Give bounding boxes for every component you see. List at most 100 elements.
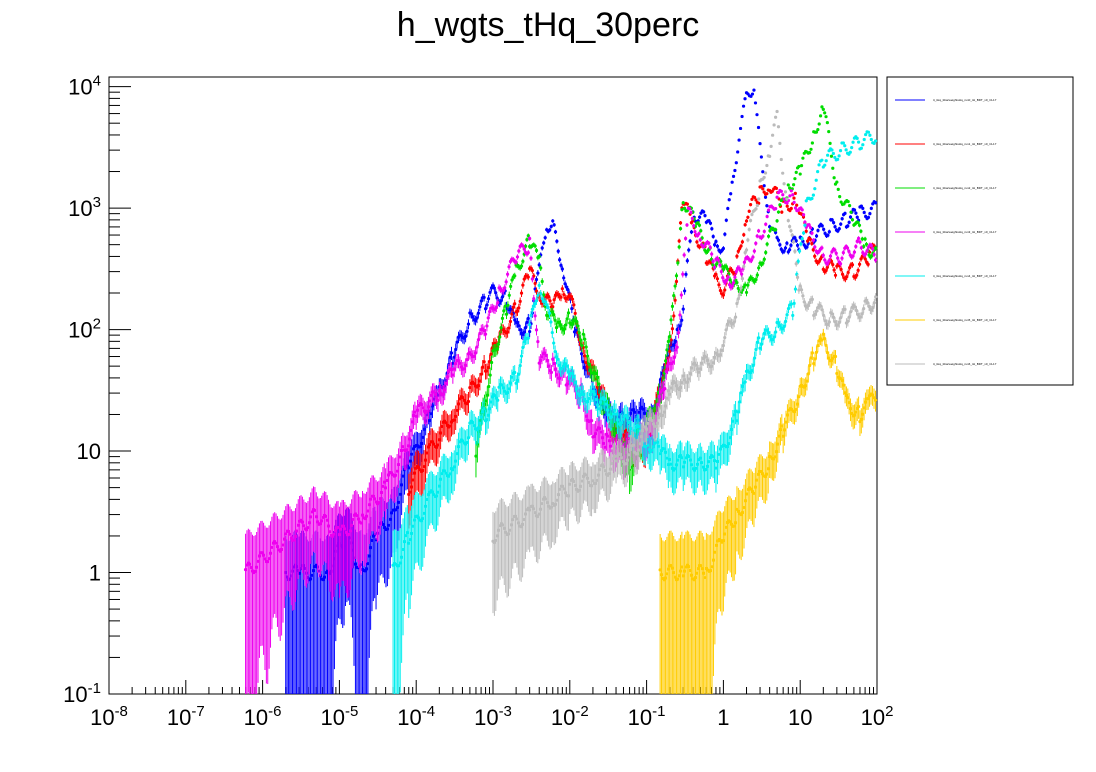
data-point: [852, 208, 857, 212]
data-point: [530, 268, 534, 273]
data-point: [724, 218, 728, 222]
data-point: [637, 424, 641, 429]
data-point: [828, 141, 832, 145]
data-point: [411, 478, 415, 482]
data-point: [546, 305, 550, 310]
data-point: [587, 396, 591, 401]
data-point: [772, 123, 776, 127]
data-point: [702, 571, 706, 575]
data-point: [313, 508, 317, 512]
data-point: [452, 367, 456, 371]
data-point: [528, 323, 532, 327]
data-point: [840, 256, 844, 260]
data-point: [818, 114, 823, 118]
data-point: [423, 458, 428, 462]
data-point: [754, 278, 758, 282]
data-point: [796, 259, 800, 263]
data-point: [673, 284, 677, 288]
data-point: [387, 523, 391, 527]
data-point: [747, 209, 751, 213]
data-point: [685, 202, 689, 206]
data-point: [793, 287, 798, 291]
data-point: [809, 356, 813, 360]
data-point: [848, 150, 852, 154]
data-point: [384, 486, 388, 490]
data-point: [614, 459, 618, 463]
data-point: [447, 474, 451, 478]
data-point: [587, 480, 591, 485]
data-point: [525, 320, 529, 324]
data-point: [643, 445, 647, 449]
data-point: [370, 538, 374, 543]
data-point: [780, 424, 784, 428]
data-point: [516, 521, 520, 525]
data-point: [724, 525, 728, 529]
data-point: [415, 408, 420, 412]
data-point: [795, 243, 800, 247]
data-point: [766, 208, 771, 212]
data-point: [676, 331, 681, 335]
data-point: [681, 201, 685, 205]
data-point: [793, 191, 797, 195]
data-point: [765, 242, 769, 246]
data-point: [859, 246, 863, 250]
y-tick-label: 104: [68, 73, 101, 100]
data-point: [669, 386, 673, 390]
data-point: [552, 223, 556, 227]
data-point: [762, 331, 766, 335]
data-point: [838, 195, 842, 199]
data-point: [379, 490, 384, 495]
data-point: [857, 262, 862, 266]
data-point: [870, 393, 875, 397]
data-point: [540, 279, 544, 284]
data-point: [665, 572, 669, 576]
data-point: [614, 412, 618, 416]
data-point: [695, 462, 700, 466]
data-point: [805, 245, 809, 249]
data-point: [465, 329, 469, 333]
data-point: [868, 211, 872, 216]
data-point: [816, 228, 820, 233]
data-point: [302, 524, 306, 528]
data-point: [540, 355, 544, 359]
data-point: [428, 399, 432, 403]
data-point: [637, 448, 641, 452]
data-point: [485, 303, 489, 307]
data-point: [739, 244, 743, 248]
data-point: [484, 399, 488, 403]
data-point: [855, 239, 859, 243]
data-point: [718, 288, 723, 293]
data-point: [275, 544, 280, 549]
data-point: [801, 231, 806, 235]
data-point: [861, 206, 865, 210]
data-point: [430, 404, 435, 408]
data-point: [703, 575, 707, 580]
data-point: [866, 215, 871, 220]
data-point: [774, 450, 779, 454]
data-point: [765, 328, 769, 332]
data-point: [607, 413, 611, 417]
data-point: [680, 456, 684, 460]
data-point: [710, 252, 714, 256]
data-point: [744, 290, 749, 295]
data-point: [872, 396, 876, 400]
data-point: [827, 230, 831, 234]
data-point: [666, 567, 670, 571]
data-point: [598, 467, 602, 472]
data-point: [526, 336, 530, 340]
data-point: [683, 378, 687, 382]
data-point: [756, 472, 760, 476]
data-point: [715, 459, 720, 464]
data-point: [602, 441, 606, 446]
data-point: [710, 227, 714, 231]
data-point: [514, 381, 518, 385]
data-point: [677, 239, 681, 243]
data-point: [733, 168, 737, 173]
data-point: [786, 218, 790, 223]
data-point: [679, 293, 683, 297]
data-point: [369, 497, 373, 501]
data-point: [826, 261, 830, 266]
data-point: [805, 379, 809, 383]
data-point: [530, 277, 534, 281]
data-point: [828, 254, 833, 258]
